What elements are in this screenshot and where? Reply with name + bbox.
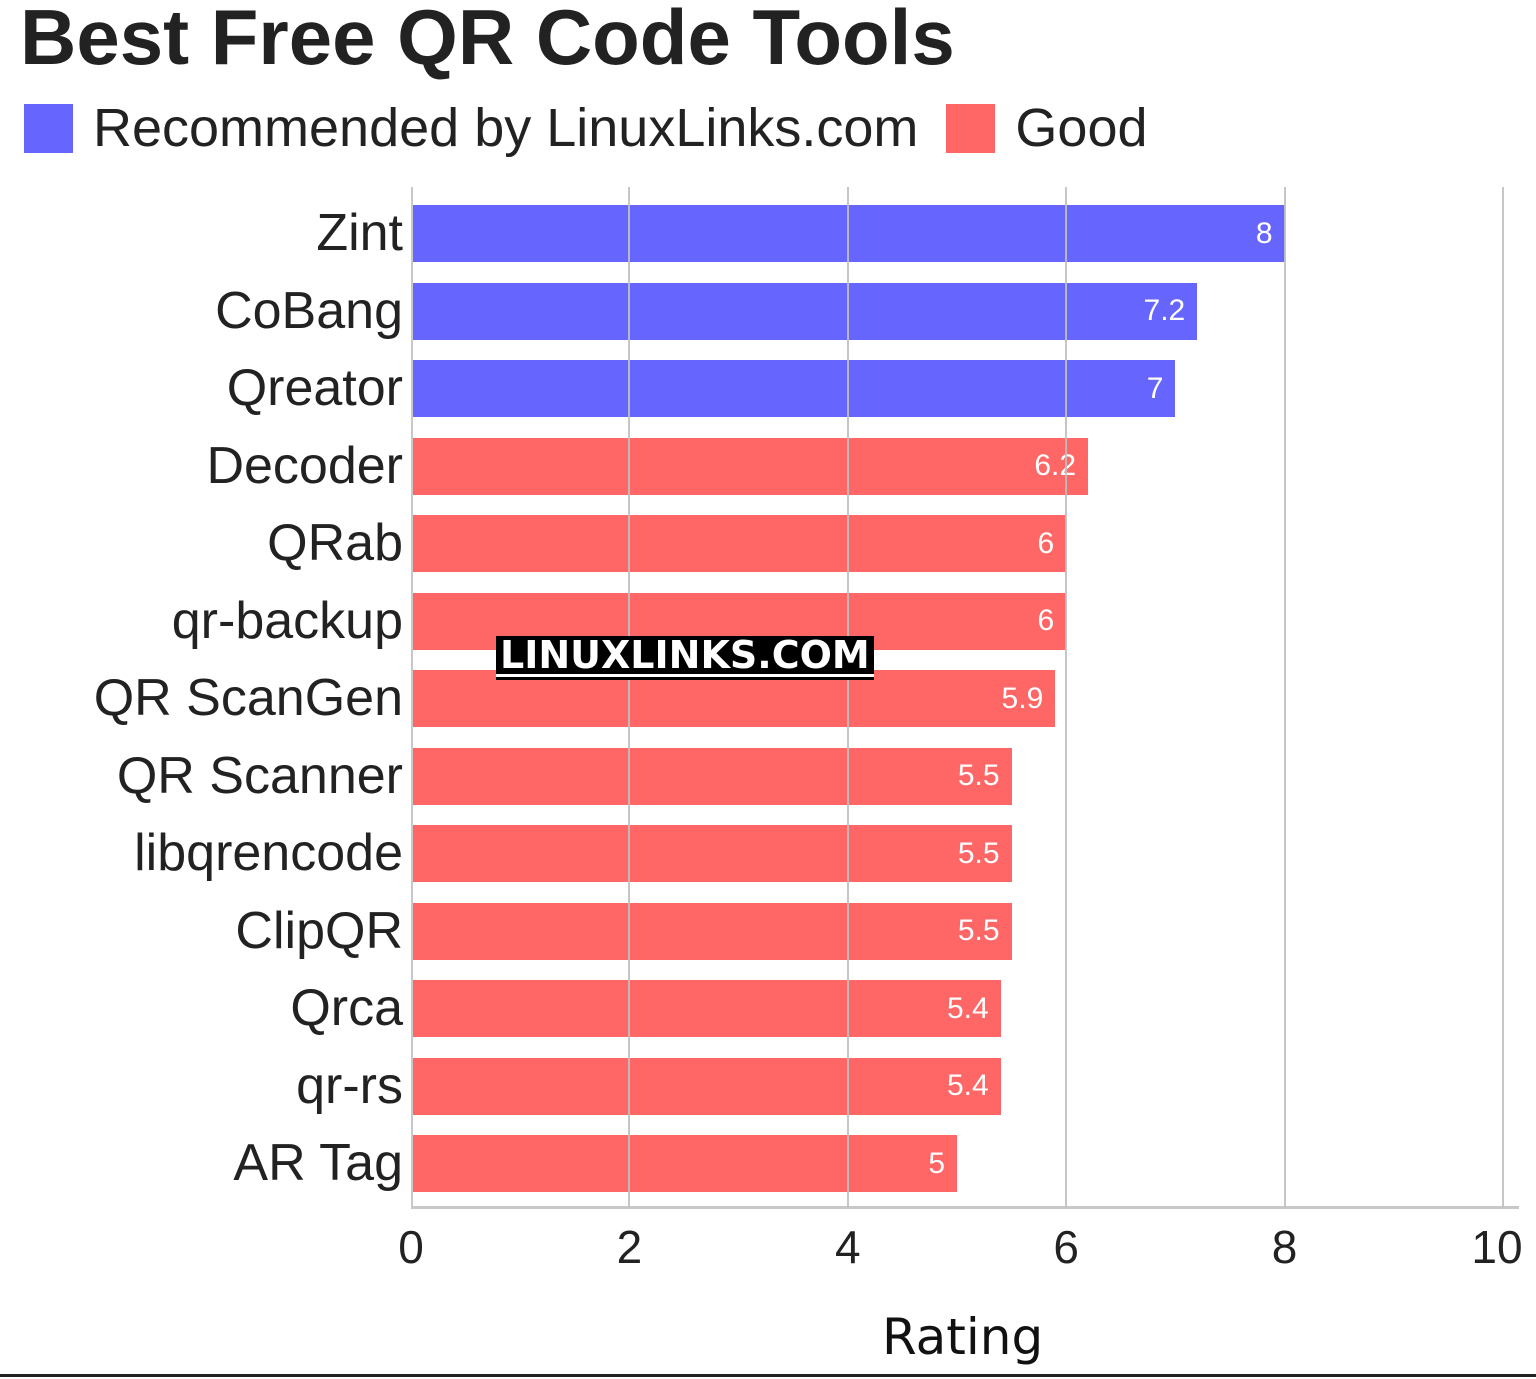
y-axis-line <box>411 187 413 1208</box>
bar-value-label: 6 <box>1037 604 1055 637</box>
category-label: Zint <box>316 204 403 262</box>
bar-value-label: 7 <box>1146 371 1164 405</box>
watermark: LINUXLINKS.COM <box>496 636 874 677</box>
x-tick-label: 0 <box>398 1221 424 1273</box>
gridline <box>1502 187 1504 1208</box>
bar-cobang: 7.2 <box>411 282 1198 340</box>
category-label: AR Tag <box>233 1134 403 1192</box>
bottom-divider <box>0 1374 1536 1377</box>
x-tick-label: 10 <box>1471 1221 1523 1273</box>
category-label: QR ScanGen <box>93 669 403 727</box>
legend: Recommended by LinuxLinks.com Good <box>24 97 1176 159</box>
bar-qr-scanner: 5.5 <box>411 747 1012 805</box>
bar-value-label: 5.5 <box>957 914 1000 947</box>
plot-area: 8 7.2 7 6.2 6 6 5.9 5.5 5.5 5.5 5.4 5.4 5 <box>411 187 1519 1209</box>
bar-qr-scangen: 5.9 <box>411 670 1056 727</box>
bar-libqrencode: 5.5 <box>411 825 1012 882</box>
category-label: Qrca <box>290 979 403 1037</box>
bar-value-label: 6 <box>1037 526 1055 560</box>
chart-title: Best Free QR Code Tools <box>20 0 955 81</box>
gridline <box>1283 187 1286 1208</box>
legend-swatch-good <box>946 103 996 153</box>
bar-value-label: 8 <box>1255 216 1273 250</box>
bar-ar-tag: 5 <box>411 1135 957 1192</box>
x-axis-line <box>411 1206 1519 1209</box>
legend-item-good: Good <box>946 97 1148 159</box>
category-label: ClipQR <box>235 901 403 960</box>
category-label: QRab <box>267 514 403 572</box>
bar-qrab: 6 <box>411 515 1067 572</box>
bar-clipqr: 5.5 <box>411 902 1012 960</box>
bar-qrca: 5.4 <box>411 980 1001 1037</box>
category-label: Qreator <box>226 359 403 417</box>
legend-label-recommended: Recommended by LinuxLinks.com <box>93 98 919 158</box>
x-tick-label: 2 <box>616 1221 643 1273</box>
category-label: Decoder <box>206 436 403 495</box>
x-tick-label: 4 <box>835 1221 861 1273</box>
bar-value-label: 5.5 <box>957 836 1000 870</box>
bar-qr-rs: 5.4 <box>411 1057 1001 1115</box>
legend-item-recommended: Recommended by LinuxLinks.com <box>24 97 918 159</box>
bar-value-label: 5 <box>928 1146 945 1180</box>
x-tick-label: 6 <box>1053 1221 1079 1273</box>
bar-qreator: 7 <box>411 360 1176 417</box>
gridline <box>1065 187 1068 1208</box>
legend-label-good: Good <box>1015 98 1148 158</box>
gridline <box>846 187 849 1208</box>
category-label: QR Scanner <box>116 746 403 805</box>
bar-value-label: 5.9 <box>1001 681 1044 715</box>
category-label: libqrencode <box>134 824 403 882</box>
category-label: CoBang <box>215 281 403 340</box>
legend-swatch-recommended <box>24 103 73 153</box>
x-tick-label: 8 <box>1271 1221 1298 1273</box>
bar-value-label: 5.4 <box>946 991 989 1025</box>
bar-value-label: 5.5 <box>957 759 1000 792</box>
bar-decoder: 6.2 <box>411 437 1089 495</box>
category-label: qr-backup <box>171 591 403 650</box>
bar-value-label: 7.2 <box>1143 294 1186 327</box>
bar-value-label: 6.2 <box>1034 449 1077 482</box>
bar-value-label: 5.4 <box>946 1069 989 1102</box>
category-label: qr-rs <box>296 1056 403 1115</box>
gridline <box>628 187 631 1208</box>
x-axis-label: Rating <box>882 1308 1044 1366</box>
